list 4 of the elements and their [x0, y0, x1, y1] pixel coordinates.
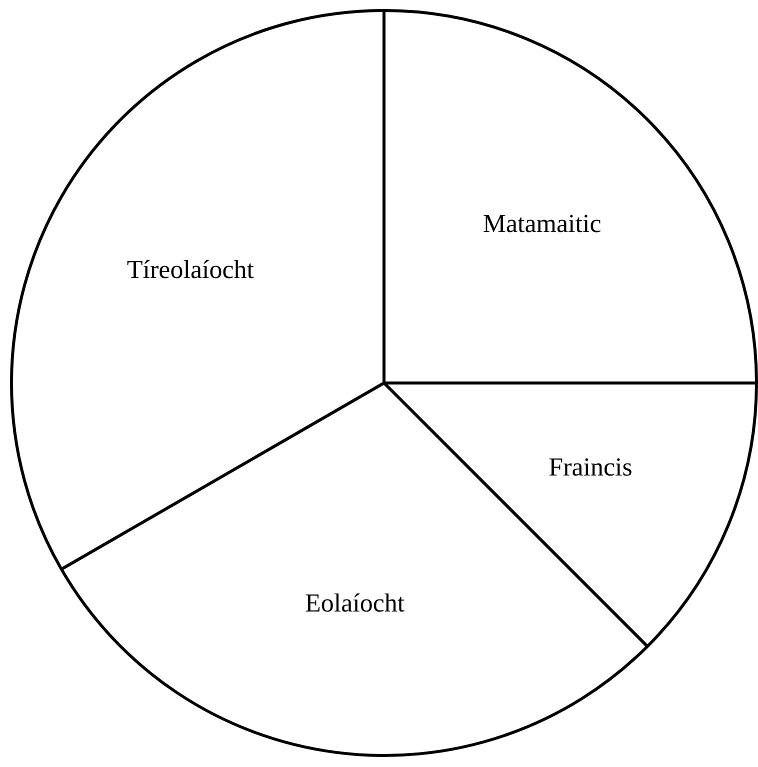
- slice-label: Matamaitic: [482, 208, 602, 238]
- slice-label: Tíreolaíocht: [126, 255, 255, 284]
- slice-label: Fraincis: [548, 452, 632, 482]
- slice-label: Eolaíocht: [304, 588, 406, 618]
